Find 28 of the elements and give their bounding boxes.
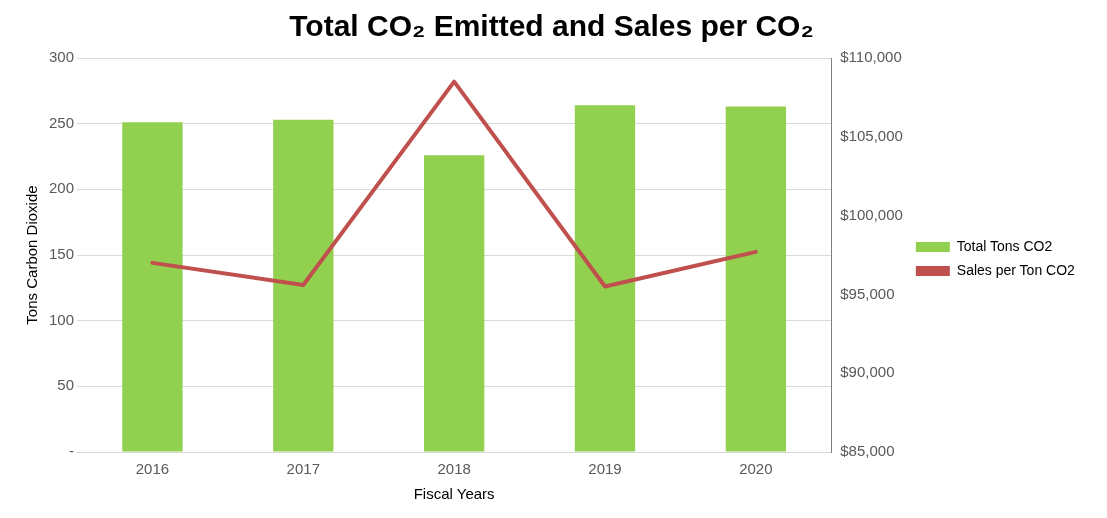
bar (725, 106, 787, 452)
legend-label: Total Tons CO2 (956, 237, 1053, 254)
x-tick-label: 2017 (286, 460, 320, 478)
y-tick-label: 50 (57, 376, 75, 394)
bar (423, 155, 485, 452)
bar (574, 105, 636, 452)
legend-label: Sales per Ton CO2 (956, 261, 1076, 278)
y2-tick-label: $105,000 (840, 126, 903, 144)
y2-tick-label: $85,000 (840, 442, 895, 460)
y-tick-label: 150 (49, 245, 75, 263)
y-tick-label: 100 (49, 310, 75, 328)
y2-tick-label: $95,000 (840, 284, 895, 302)
y-tick-label: 200 (49, 179, 75, 197)
bar (122, 122, 183, 452)
x-tick-label: 2018 (437, 460, 471, 478)
x-tick-label: 2020 (739, 460, 773, 478)
bar (273, 119, 334, 452)
y-tick-label: 300 (49, 48, 75, 66)
x-tick-label: 2019 (588, 460, 622, 478)
y-axis-title: Tons Carbon Dioxide (23, 185, 41, 325)
x-axis-title: Fiscal Years (413, 485, 495, 503)
chart-title: Total CO₂ Emitted and Sales per CO₂ (289, 9, 814, 43)
y2-tick-label: $110,000 (840, 48, 902, 66)
y-tick-label: - (69, 442, 75, 460)
y2-tick-label: $90,000 (840, 363, 895, 381)
x-tick-label: 2016 (135, 460, 170, 478)
y2-tick-label: $100,000 (840, 205, 903, 223)
y-tick-label: 250 (49, 113, 75, 131)
